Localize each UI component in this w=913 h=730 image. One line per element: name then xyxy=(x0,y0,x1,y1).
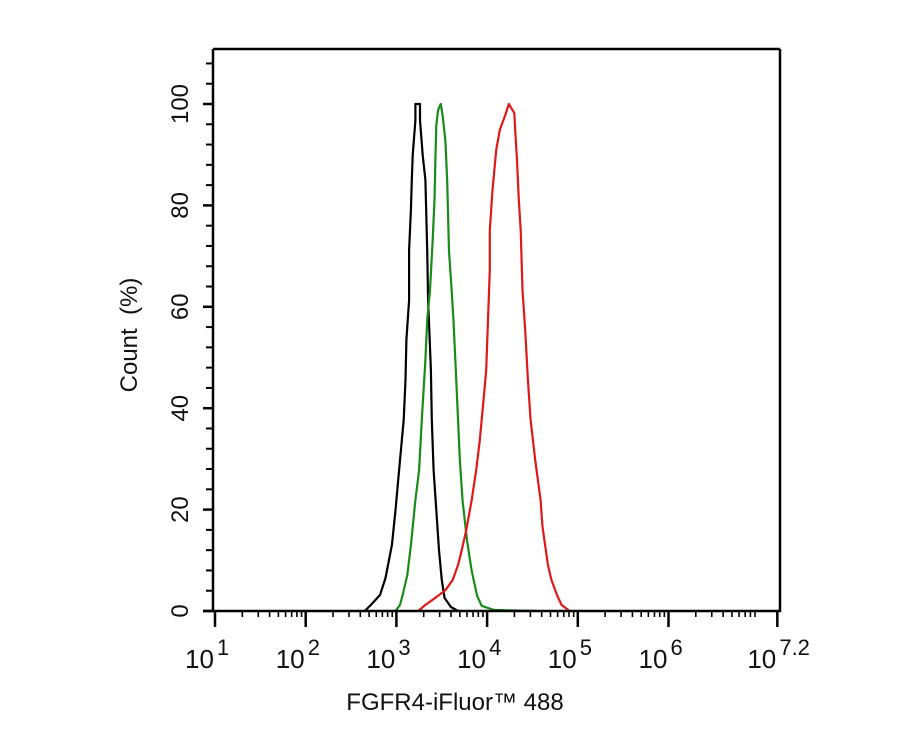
x-tick-label: 10 4 xyxy=(457,635,501,674)
svg-text:10: 10 xyxy=(366,644,395,674)
svg-text:4: 4 xyxy=(489,635,501,660)
x-tick-label: 10 2 xyxy=(276,635,320,674)
svg-text:10: 10 xyxy=(457,644,486,674)
series-line-0 xyxy=(363,102,459,612)
y-tick-label: 80 xyxy=(167,192,194,219)
svg-text:10: 10 xyxy=(548,644,577,674)
x-tick-label: 10 1 xyxy=(185,635,229,674)
series-line-2 xyxy=(417,102,571,612)
svg-text:2: 2 xyxy=(308,635,320,660)
y-tick-label: 20 xyxy=(167,496,194,523)
y-tick-label: 60 xyxy=(167,293,194,320)
svg-text:1: 1 xyxy=(217,635,229,660)
x-tick-label: 10 5 xyxy=(548,635,592,674)
svg-text:5: 5 xyxy=(580,635,592,660)
svg-text:10: 10 xyxy=(639,644,668,674)
y-tick-label: 40 xyxy=(167,395,194,422)
svg-text:10: 10 xyxy=(276,644,305,674)
x-tick-label: 10 3 xyxy=(366,635,410,674)
y-tick-label: 100 xyxy=(167,84,194,124)
x-tick-labels: 10 1 10 2 10 3 10 4 10 5 10 6 10 7.2 xyxy=(185,635,810,674)
svg-text:10: 10 xyxy=(185,644,214,674)
svg-text:7.2: 7.2 xyxy=(779,635,810,660)
x-tick-label: 10 7.2 xyxy=(747,635,810,674)
svg-text:10: 10 xyxy=(747,644,776,674)
histogram-series xyxy=(363,102,571,613)
y-tick-labels: 0 20 40 60 80 100 xyxy=(167,84,194,618)
y-axis-title: Count (%) xyxy=(116,278,143,393)
x-major-ticks xyxy=(213,611,779,627)
svg-text:6: 6 xyxy=(671,635,683,660)
y-tick-label: 0 xyxy=(167,604,194,617)
svg-text:3: 3 xyxy=(398,635,410,660)
x-axis-title: FGFR4-iFluor™ 488 xyxy=(346,689,563,716)
plot-frame xyxy=(203,47,782,613)
x-tick-label: 10 6 xyxy=(639,635,683,674)
